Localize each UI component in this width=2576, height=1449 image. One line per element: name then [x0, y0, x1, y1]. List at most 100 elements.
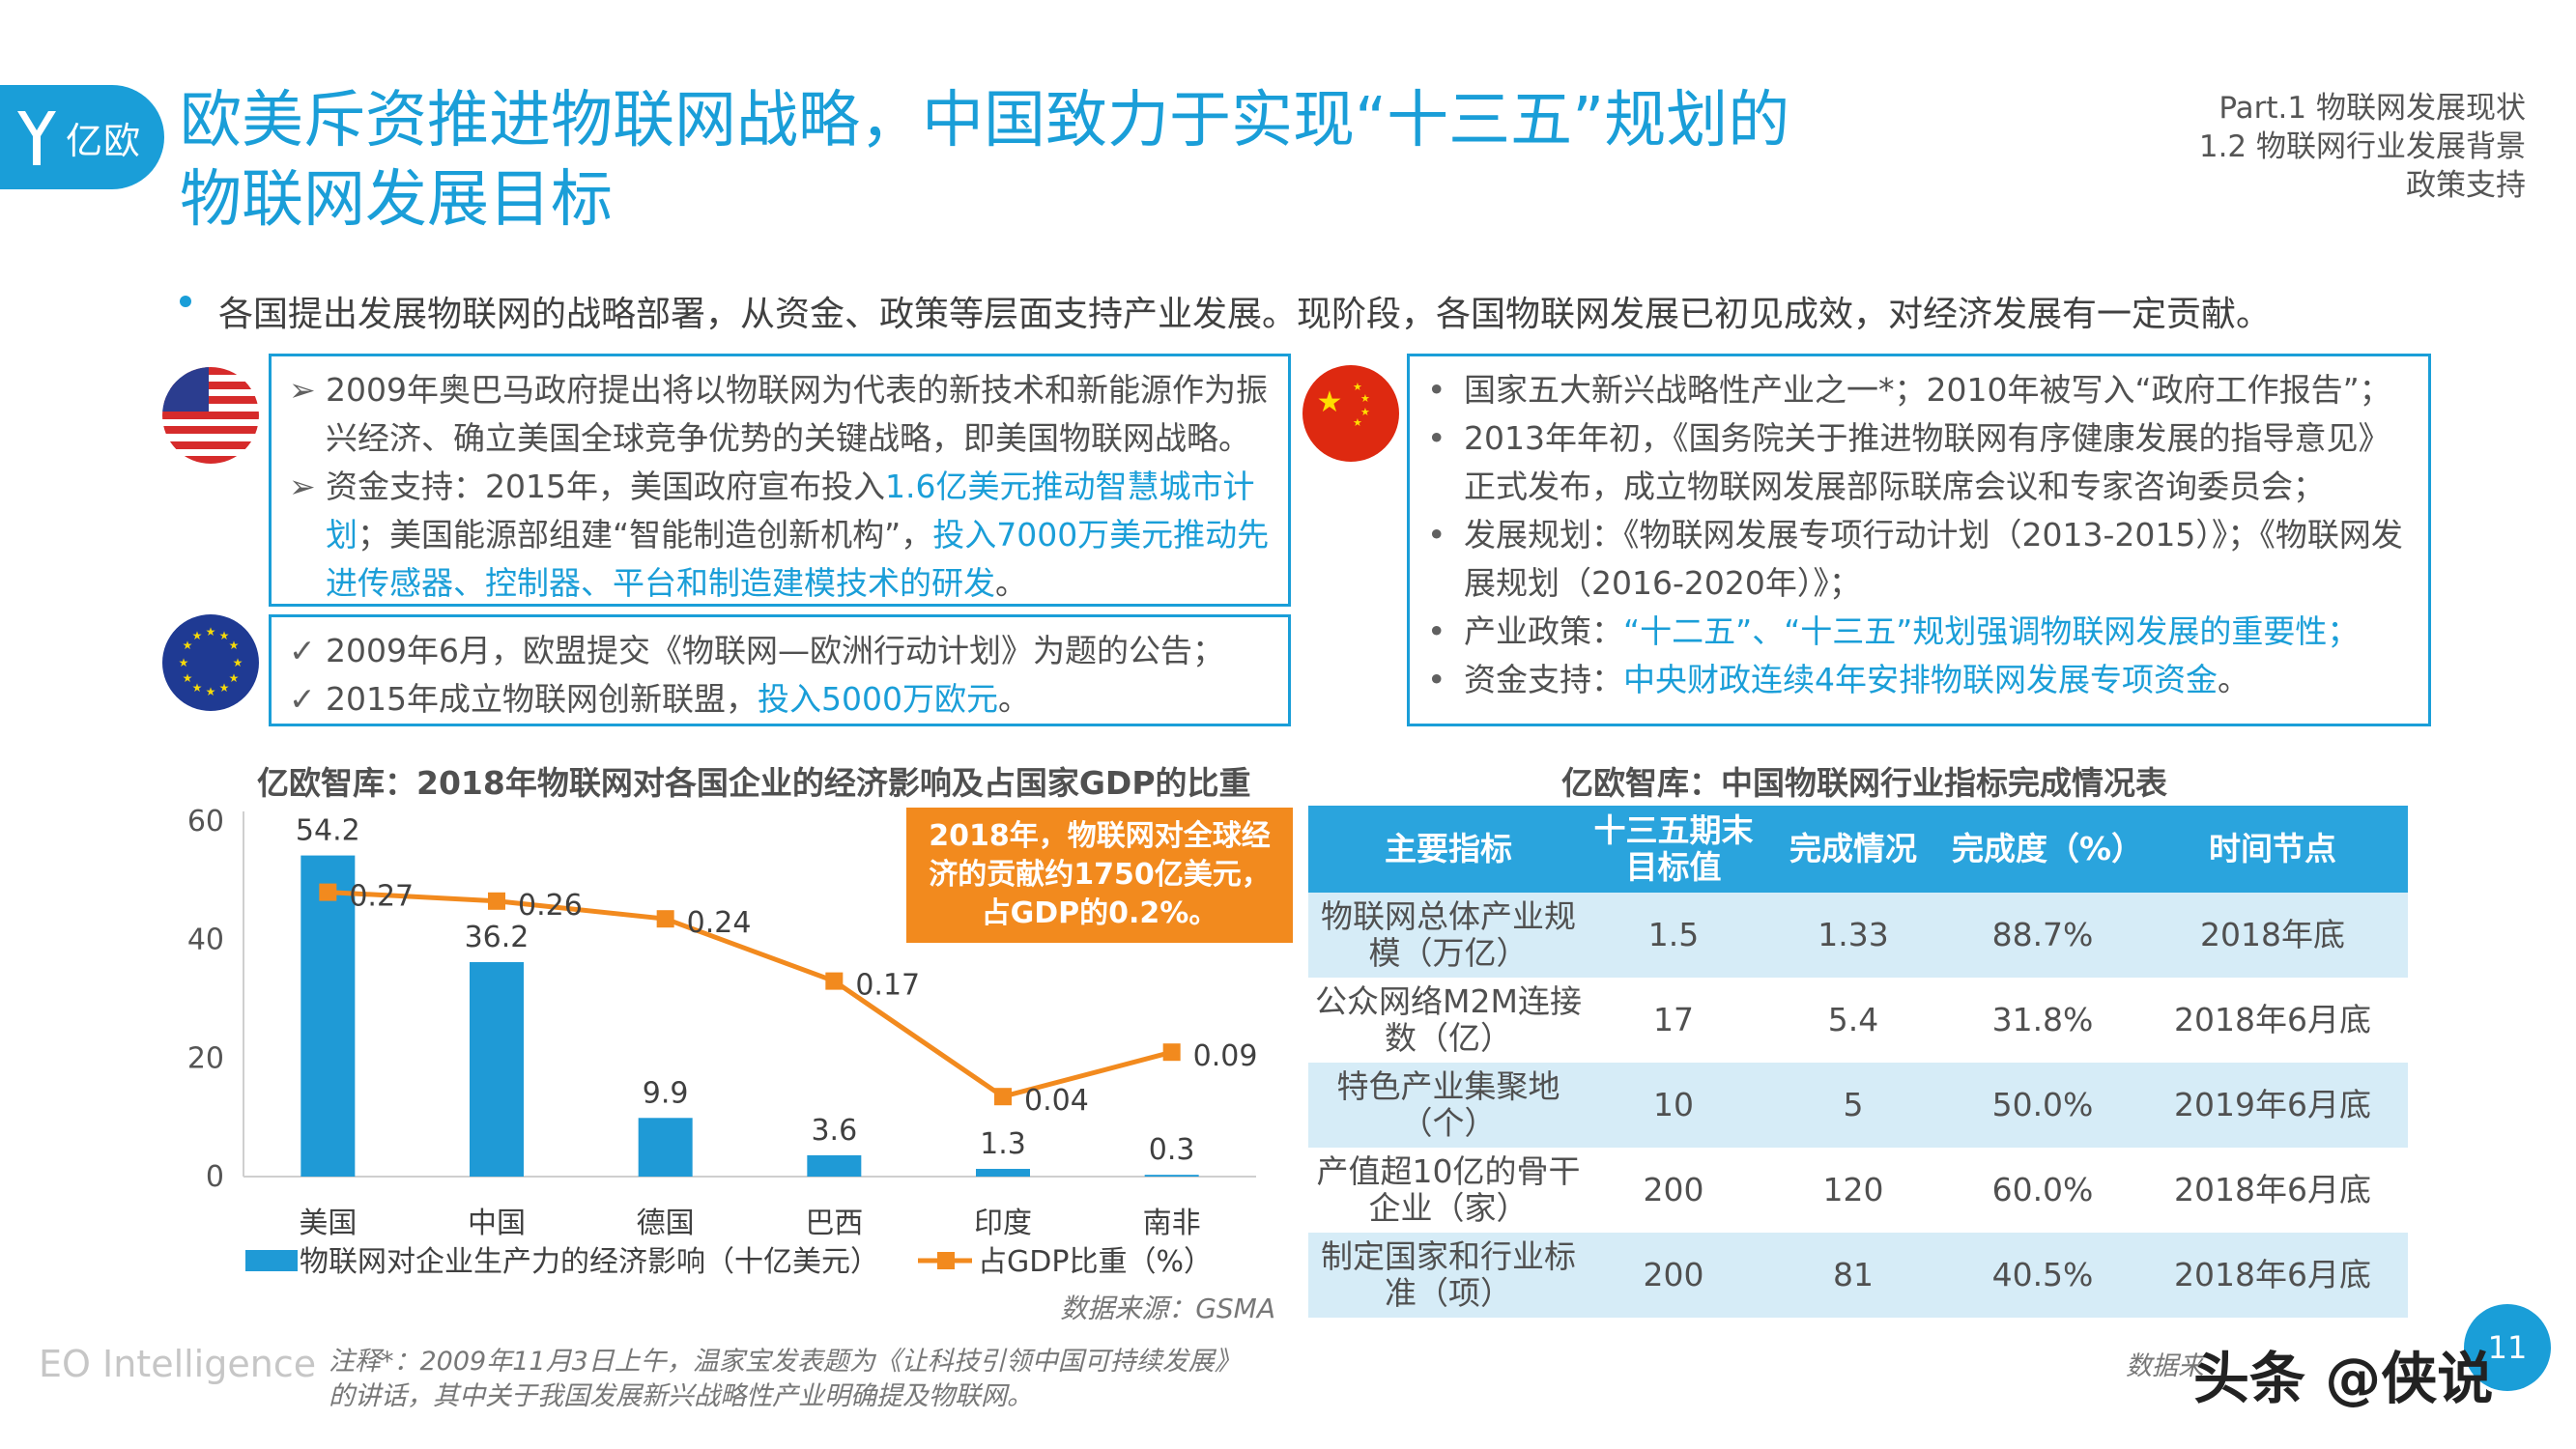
y-tick-label: 60 [187, 805, 224, 838]
table-cell: 特色产业集聚地（个） [1308, 1063, 1589, 1148]
checkmark-icon: ✓ [289, 680, 316, 718]
table-cell: 17 [1589, 978, 1759, 1063]
table-cell: 2018年6月底 [2137, 1148, 2408, 1233]
table-row: 制定国家和行业标准（项） 200 81 40.5% 2018年6月底 [1308, 1233, 2408, 1318]
bar-data-label: 0.3 [1149, 1133, 1195, 1167]
svg-text:★: ★ [1360, 392, 1370, 405]
list-item: • 资金支持：中央财政连续4年安排物联网发展专项资金。 [1427, 656, 2411, 704]
section-breadcrumb: Part.1 物联网发展现状 1.2 物联网行业发展背景 政策支持 [2199, 89, 2526, 205]
us-flag-icon [162, 367, 259, 464]
chart-title: 亿欧智库：2018年物联网对各国企业的经济影响及占国家GDP的比重 [257, 764, 1251, 802]
x-tick-label: 南非 [1143, 1207, 1201, 1240]
table-cell: 50.0% [1948, 1063, 2137, 1148]
bullet-icon: • [1427, 371, 1446, 409]
table-source: 数据来 [2126, 1351, 2204, 1381]
svg-text:★: ★ [183, 671, 193, 685]
us-policy-box: ➢ 2009年奥巴马政府提出将以物联网为代表的新技术和新能源作为振兴经济、确立美… [269, 354, 1291, 607]
svg-text:★: ★ [1360, 406, 1370, 418]
table-cell: 31.8% [1948, 978, 2137, 1063]
legend-line-marker [937, 1252, 955, 1269]
table-cell: 公众网络M2M连接数（亿） [1308, 978, 1589, 1063]
table-cell: 物联网总体产业规模（万亿） [1308, 893, 1589, 978]
list-item: ➢ 2009年奥巴马政府提出将以物联网为代表的新技术和新能源作为振兴经济、确立美… [289, 366, 1271, 463]
line-point [1162, 1043, 1181, 1062]
footnote-line2: 的讲话，其中关于我国发展新兴战略性产业明确提及物联网。 [329, 1381, 1033, 1411]
table-header-cell: 十三五期末目标值 [1589, 806, 1759, 893]
bullet-dot [180, 296, 191, 307]
line-point [994, 1088, 1012, 1106]
table-cell: 1.33 [1759, 893, 1948, 978]
line-data-label: 0.24 [687, 906, 752, 940]
x-tick-label: 中国 [468, 1207, 526, 1240]
table-header-cell: 主要指标 [1308, 806, 1589, 893]
legend-bar-swatch [245, 1250, 298, 1271]
line-data-label: 0.04 [1024, 1084, 1089, 1118]
line-point [319, 883, 337, 901]
svg-text:★: ★ [179, 656, 189, 669]
china-flag-icon: ★ ★ ★ ★ ★ [1302, 365, 1399, 462]
bar [301, 855, 356, 1177]
bar [638, 1118, 693, 1177]
table-cell: 200 [1589, 1148, 1759, 1233]
list-item: • 国家五大新兴战略性产业之一*；2010年被写入“政府工作报告”； [1427, 366, 2411, 414]
svg-text:★: ★ [219, 629, 230, 642]
bar-data-label: 9.9 [643, 1076, 689, 1110]
list-item: • 产业政策：“十二五”、“十三五”规划强调物联网发展的重要性； [1427, 608, 2411, 656]
line-point [656, 910, 674, 928]
table-cell: 制定国家和行业标准（项） [1308, 1233, 1589, 1318]
table-cell: 40.5% [1948, 1233, 2137, 1318]
logo-icon [17, 111, 56, 165]
list-item: • 发展规划：《物联网发展专项行动计划（2013-2015）》；《物联网发展规划… [1427, 511, 2411, 608]
page-title-line1: 欧美斥资推进物联网战略，中国致力于实现“十三五”规划的 [180, 85, 1790, 156]
line-data-label: 0.17 [855, 969, 920, 1003]
table-cell: 2018年底 [2137, 893, 2408, 978]
indicator-table: 主要指标 十三五期末目标值 完成情况 完成度（%） 时间节点 物联网总体产业规模… [1308, 806, 2408, 1318]
line-point [488, 892, 505, 910]
table-row: 公众网络M2M连接数（亿） 17 5.4 31.8% 2018年6月底 [1308, 978, 2408, 1063]
bar-data-label: 36.2 [465, 921, 530, 954]
table-header-cell: 完成情况 [1759, 806, 1948, 893]
table-title: 亿欧智库：中国物联网行业指标完成情况表 [1561, 764, 2167, 802]
svg-text:★: ★ [229, 671, 240, 685]
x-tick-label: 印度 [974, 1207, 1032, 1240]
list-item: ✓ 2009年6月，欧盟提交《物联网—欧洲行动计划》为题的公告； [289, 627, 1271, 675]
svg-text:★: ★ [192, 629, 203, 642]
footnote-line1: 注释*：2009年11月3日上午，温家宝发表题为《让科技引领中国可持续发展》 [329, 1347, 1241, 1377]
y-tick-label: 20 [187, 1041, 224, 1075]
svg-text:★: ★ [229, 639, 240, 652]
x-tick-label: 美国 [299, 1207, 357, 1240]
eu-flag-icon: ★ ★ ★ ★ ★ ★ ★ ★ ★ ★ ★ ★ [162, 614, 259, 711]
brand-logo: 亿欧 [0, 85, 164, 189]
checkmark-icon: ✓ [289, 632, 316, 669]
line-data-label: 0.27 [349, 880, 414, 914]
breadcrumb-topic: 政策支持 [2406, 168, 2526, 203]
bullet-icon: • [1427, 516, 1446, 554]
svg-text:★: ★ [219, 681, 230, 695]
table-cell: 5 [1759, 1063, 1948, 1148]
table-cell: 产值超10亿的骨干企业（家） [1308, 1148, 1589, 1233]
intro-text: 各国提出发展物联网的战略部署，从资金、政策等层面支持产业发展。现阶段，各国物联网… [218, 295, 2272, 334]
table-cell: 120 [1759, 1148, 1948, 1233]
page-number: 11 [2464, 1304, 2551, 1391]
page-title-line2: 物联网发展目标 [180, 164, 613, 236]
bar [1144, 1175, 1199, 1177]
svg-text:★: ★ [192, 681, 203, 695]
table-row: 产值超10亿的骨干企业（家） 200 120 60.0% 2018年6月底 [1308, 1148, 2408, 1233]
svg-text:★: ★ [206, 685, 216, 698]
table-row: 特色产业集聚地（个） 10 5 50.0% 2019年6月底 [1308, 1063, 2408, 1148]
table-cell: 2018年6月底 [2137, 1233, 2408, 1318]
chevron-right-icon: ➢ [289, 371, 316, 409]
list-item: ➢ 资金支持：2015年，美国政府宣布投入1.6亿美元推动智慧城市计划；美国能源… [289, 463, 1271, 608]
table-cell: 2019年6月底 [2137, 1063, 2408, 1148]
list-item: ✓ 2015年成立物联网创新联盟，投入5000万欧元。 [289, 675, 1271, 724]
bullet-icon: • [1427, 419, 1446, 457]
bar [807, 1154, 862, 1177]
table-header-cell: 时间节点 [2137, 806, 2408, 893]
watermark-text: 头条 @侠说 [2193, 1346, 2494, 1411]
chart-source: 数据来源：GSMA [1060, 1293, 1275, 1324]
x-tick-label: 巴西 [805, 1207, 863, 1240]
x-tick-label: 德国 [637, 1207, 695, 1240]
breadcrumb-part: Part.1 物联网发展现状 [2218, 91, 2526, 126]
svg-text:★: ★ [233, 656, 243, 669]
breadcrumb-subsection: 1.2 物联网行业发展背景 [2198, 129, 2526, 164]
